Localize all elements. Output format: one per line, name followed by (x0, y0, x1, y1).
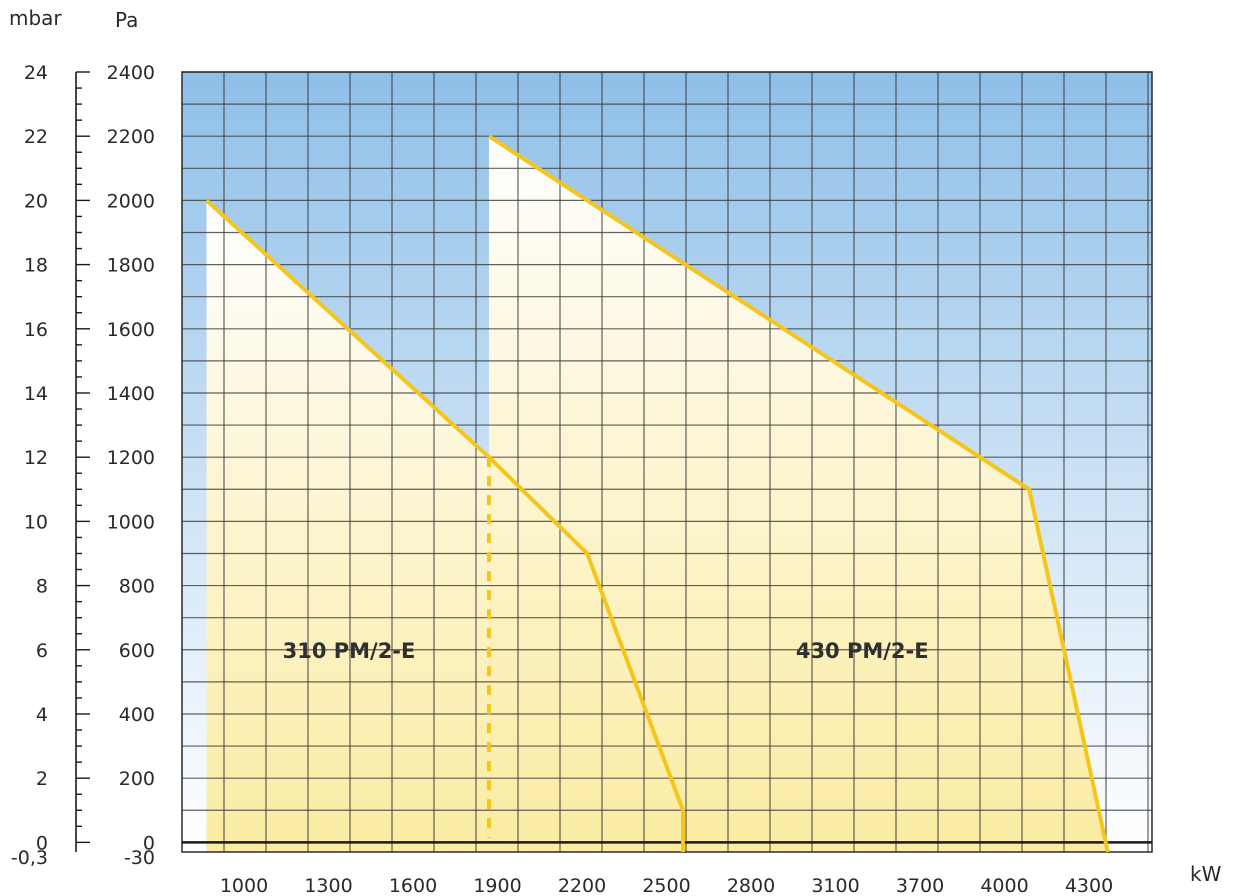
kw-tick-label: 2200 (558, 875, 606, 896)
pa-tick-label: 0 (143, 832, 155, 854)
series-label-1: 310 PM/2-E (283, 639, 416, 663)
mbar-tick-label-bottom: -0,3 (11, 847, 48, 869)
kw-unit-label: kW (1190, 862, 1222, 886)
kw-tick-label: 2800 (727, 875, 775, 896)
pa-tick-label: 800 (119, 576, 155, 598)
mbar-tick-label: 10 (24, 511, 48, 533)
pa-unit-label: Pa (115, 8, 139, 32)
pa-tick-label: 1600 (107, 319, 155, 341)
pa-tick-label: 2400 (107, 62, 155, 84)
mbar-tick-label: 22 (24, 126, 48, 148)
mbar-tick-label: 4 (36, 704, 48, 726)
mbar-tick-label: 8 (36, 576, 48, 598)
pa-tick-label: 600 (119, 640, 155, 662)
series-label-2: 430 PM/2-E (796, 639, 929, 663)
pa-tick-label: 1000 (107, 511, 155, 533)
mbar-tick-label: 2 (36, 768, 48, 790)
mbar-tick-label: 16 (24, 319, 48, 341)
pa-tick-label: 400 (119, 704, 155, 726)
pa-tick-label: 1800 (107, 255, 155, 277)
kw-tick-label: 2500 (642, 875, 690, 896)
pa-tick-label: 200 (119, 768, 155, 790)
kw-tick-label: 1000 (220, 875, 268, 896)
kw-tick-label: 1300 (304, 875, 352, 896)
mbar-tick-label: 14 (24, 383, 48, 405)
kw-tick-label: 3100 (811, 875, 859, 896)
pa-tick-label: 1200 (107, 447, 155, 469)
kw-tick-label: 3700 (896, 875, 944, 896)
pa-tick-label: 1400 (107, 383, 155, 405)
kw-tick-label: 4000 (980, 875, 1028, 896)
kw-tick-label: 4300 (1065, 875, 1113, 896)
plot-frame (181, 71, 1153, 853)
mbar-unit-label: mbar (9, 6, 62, 30)
kw-tick-label: 1600 (389, 875, 437, 896)
pa-tick-label: 2200 (107, 126, 155, 148)
series-curve-2 (487, 134, 1110, 853)
kw-tick-label: 1900 (473, 875, 521, 896)
series-curve-1 (205, 198, 685, 852)
pa-tick-label-bottom: -30 (124, 847, 155, 869)
mbar-tick-label: 6 (36, 640, 48, 662)
mbar-tick-label: 20 (24, 190, 48, 212)
mbar-tick-label: 18 (24, 255, 48, 277)
mbar-tick-label: 0 (36, 832, 48, 854)
mbar-tick-label: 12 (24, 447, 48, 469)
mbar-tick-label: 24 (24, 62, 48, 84)
pa-tick-label: 2000 (107, 190, 155, 212)
